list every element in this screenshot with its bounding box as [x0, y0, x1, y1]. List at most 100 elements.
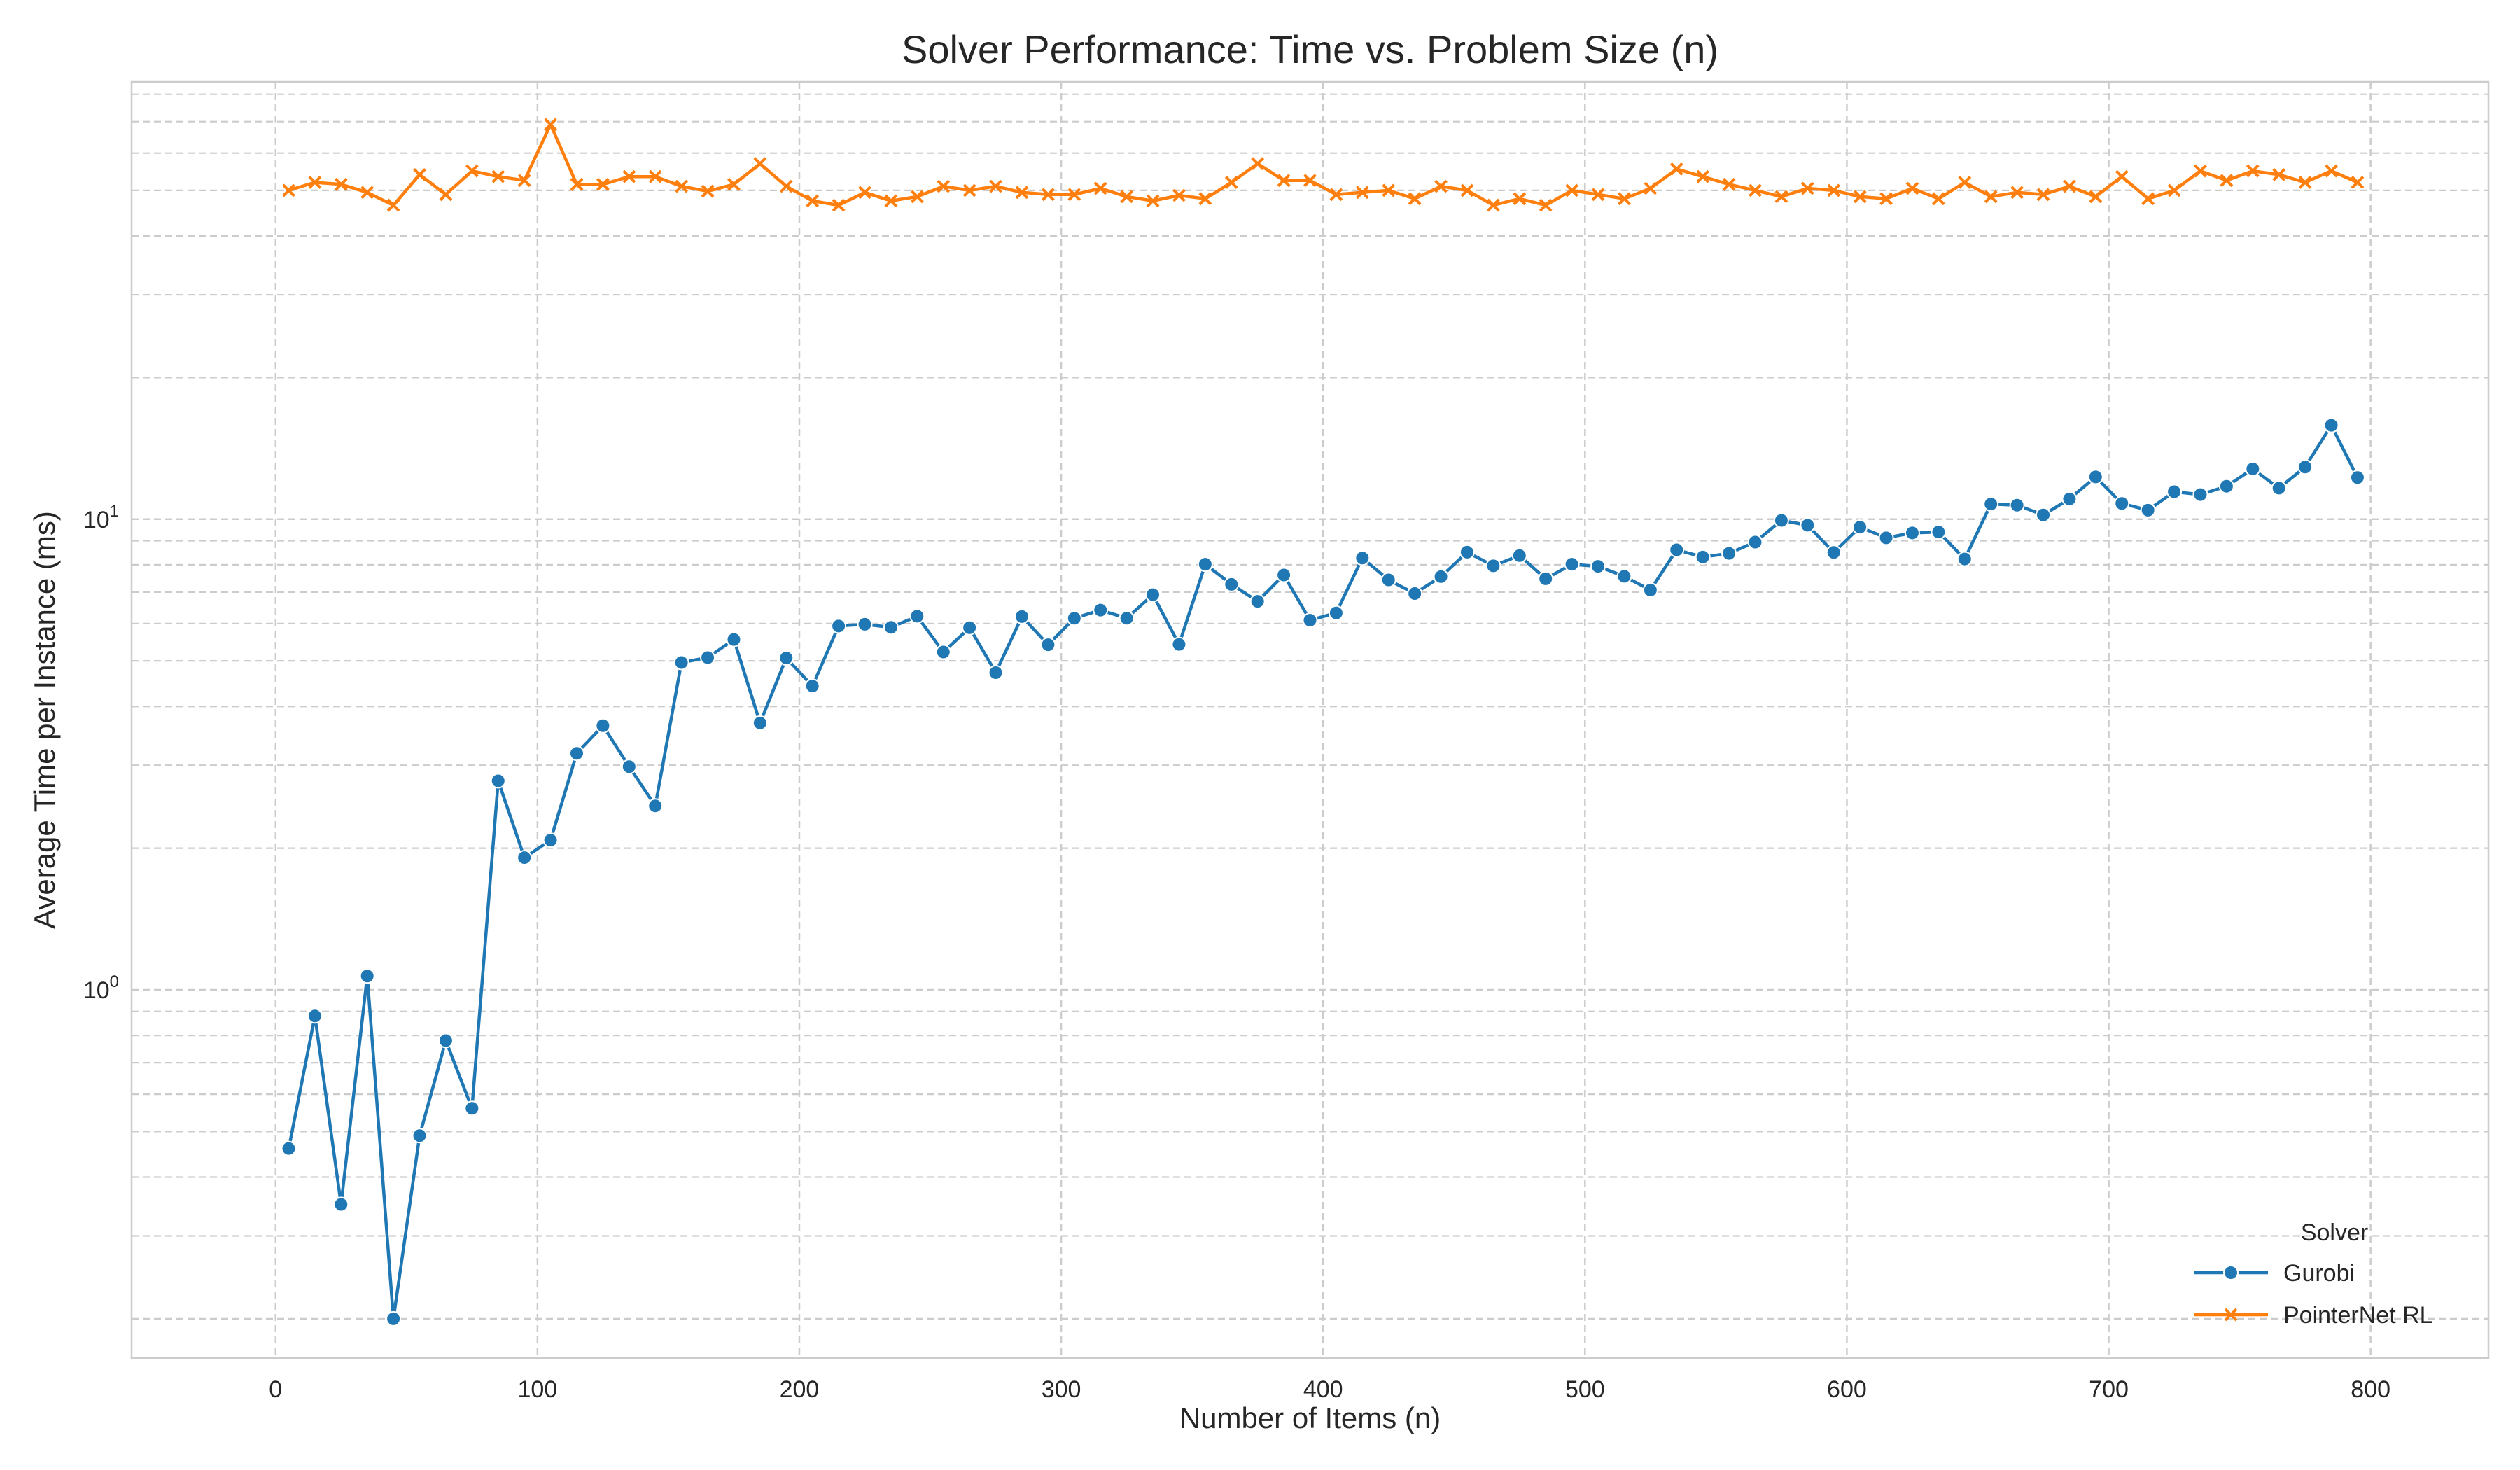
data-point-gurobi	[1669, 542, 1685, 558]
data-point-gurobi	[412, 1128, 428, 1144]
marker-stroke	[1670, 162, 1684, 176]
tick-layer: 0 100 200 300 400 500 600 700 800 100 101	[83, 502, 2390, 1403]
marker-stroke	[308, 176, 322, 189]
data-point-pointernet-rl	[937, 179, 951, 193]
marker-stroke	[675, 179, 689, 193]
data-point-pointernet-rl	[1800, 181, 1814, 195]
data-point-pointernet-rl	[1382, 183, 1396, 197]
data-point-gurobi	[1695, 549, 1711, 565]
data-point-pointernet-rl	[648, 169, 662, 183]
data-point-gurobi	[1171, 636, 1187, 652]
marker-stroke	[622, 169, 636, 183]
data-point-gurobi	[1014, 608, 1030, 624]
marker-stroke	[1749, 183, 1762, 197]
data-point-pointernet-rl	[2220, 174, 2234, 188]
data-point-gurobi	[1956, 551, 1973, 567]
data-point-pointernet-rl	[1696, 169, 1710, 183]
data-point-gurobi	[778, 650, 794, 666]
data-point-pointernet-rl	[2063, 179, 2076, 193]
marker-stroke	[1146, 194, 1160, 208]
data-point-pointernet-rl	[2298, 176, 2312, 189]
data-point-pointernet-rl	[727, 177, 741, 191]
data-point-pointernet-rl	[1408, 192, 1422, 206]
data-point-gurobi	[1407, 585, 1423, 601]
legend-entry-pointernet-rl: PointerNet RL	[2194, 1302, 2433, 1329]
data-point-pointernet-rl	[2167, 183, 2181, 197]
marker-stroke	[1251, 157, 1265, 171]
x-tick-label: 100	[518, 1376, 558, 1403]
data-point-pointernet-rl	[491, 169, 505, 183]
marker-stroke	[1958, 176, 1972, 189]
data-point-pointernet-rl	[1224, 176, 1238, 189]
data-point-gurobi	[2009, 497, 2025, 513]
marker-stroke	[1984, 190, 1998, 204]
data-point-gurobi	[1433, 568, 1449, 584]
x-tick-label: 800	[2351, 1376, 2390, 1403]
data-point-gurobi	[1590, 559, 1606, 575]
marker-stroke	[2298, 176, 2312, 189]
marker-stroke	[1539, 198, 1553, 212]
x-tick-label: 400	[1303, 1376, 1343, 1403]
y-axis-label: Average Time per Instance (ms)	[28, 511, 61, 929]
marker-stroke	[989, 179, 1002, 193]
data-point-pointernet-rl	[308, 176, 322, 189]
data-point-pointernet-rl	[386, 198, 400, 212]
marker-stroke	[648, 169, 662, 183]
data-point-gurobi	[1380, 572, 1396, 588]
marker-stroke	[2036, 188, 2050, 202]
marker-stroke	[1277, 174, 1291, 188]
data-point-pointernet-rl	[1068, 188, 1082, 202]
data-point-gurobi	[935, 644, 951, 660]
legend-title: Solver	[2301, 1219, 2368, 1246]
marker-stroke	[282, 183, 295, 197]
data-point-pointernet-rl	[806, 194, 820, 208]
marker-stroke	[1879, 192, 1893, 206]
data-point-pointernet-rl	[2194, 164, 2207, 178]
marker-stroke	[439, 188, 453, 202]
data-point-gurobi	[1197, 556, 1213, 573]
data-point-pointernet-rl	[2246, 164, 2260, 178]
data-point-gurobi	[909, 608, 925, 624]
data-point-pointernet-rl	[282, 183, 295, 197]
data-point-gurobi	[542, 832, 559, 848]
data-point-gurobi	[988, 664, 1004, 680]
data-point-pointernet-rl	[701, 184, 715, 198]
data-point-pointernet-rl	[1618, 192, 1631, 206]
marker-stroke	[727, 177, 741, 191]
marker-stroke	[596, 177, 610, 191]
data-point-gurobi	[1354, 550, 1371, 566]
series-layer	[281, 118, 2365, 1326]
data-point-gurobi	[1276, 567, 1292, 583]
data-point-gurobi	[464, 1100, 480, 1116]
legend-entry-gurobi: Gurobi	[2194, 1260, 2355, 1287]
data-point-gurobi	[883, 620, 899, 636]
marker-stroke	[806, 194, 820, 208]
marker-stroke	[1591, 188, 1605, 202]
data-point-gurobi	[595, 718, 611, 734]
data-point-pointernet-rl	[622, 169, 636, 183]
data-point-pointernet-rl	[1093, 181, 1107, 195]
data-point-pointernet-rl	[413, 168, 426, 181]
data-point-pointernet-rl	[1513, 192, 1527, 206]
marker-stroke	[2272, 168, 2286, 181]
marker-stroke	[413, 168, 426, 181]
data-point-pointernet-rl	[1251, 157, 1265, 171]
data-point-pointernet-rl	[2272, 168, 2286, 181]
marker-stroke	[1041, 188, 1055, 202]
marker-stroke	[1827, 183, 1841, 197]
data-point-gurobi	[804, 678, 820, 694]
data-point-pointernet-rl	[910, 190, 924, 204]
data-point-gurobi	[2062, 491, 2078, 507]
data-point-pointernet-rl	[1277, 174, 1291, 188]
data-point-gurobi	[359, 968, 375, 984]
marker-stroke	[1329, 188, 1343, 202]
data-point-pointernet-rl	[1591, 188, 1605, 202]
x-tick-label: 0	[269, 1376, 282, 1403]
marker-stroke	[2089, 190, 2103, 204]
data-point-pointernet-rl	[2351, 176, 2365, 189]
data-point-gurobi	[2349, 470, 2365, 486]
marker-stroke	[962, 183, 976, 197]
data-point-pointernet-rl	[1644, 181, 1658, 195]
data-point-pointernet-rl	[1355, 186, 1369, 200]
data-point-gurobi	[1040, 637, 1056, 653]
